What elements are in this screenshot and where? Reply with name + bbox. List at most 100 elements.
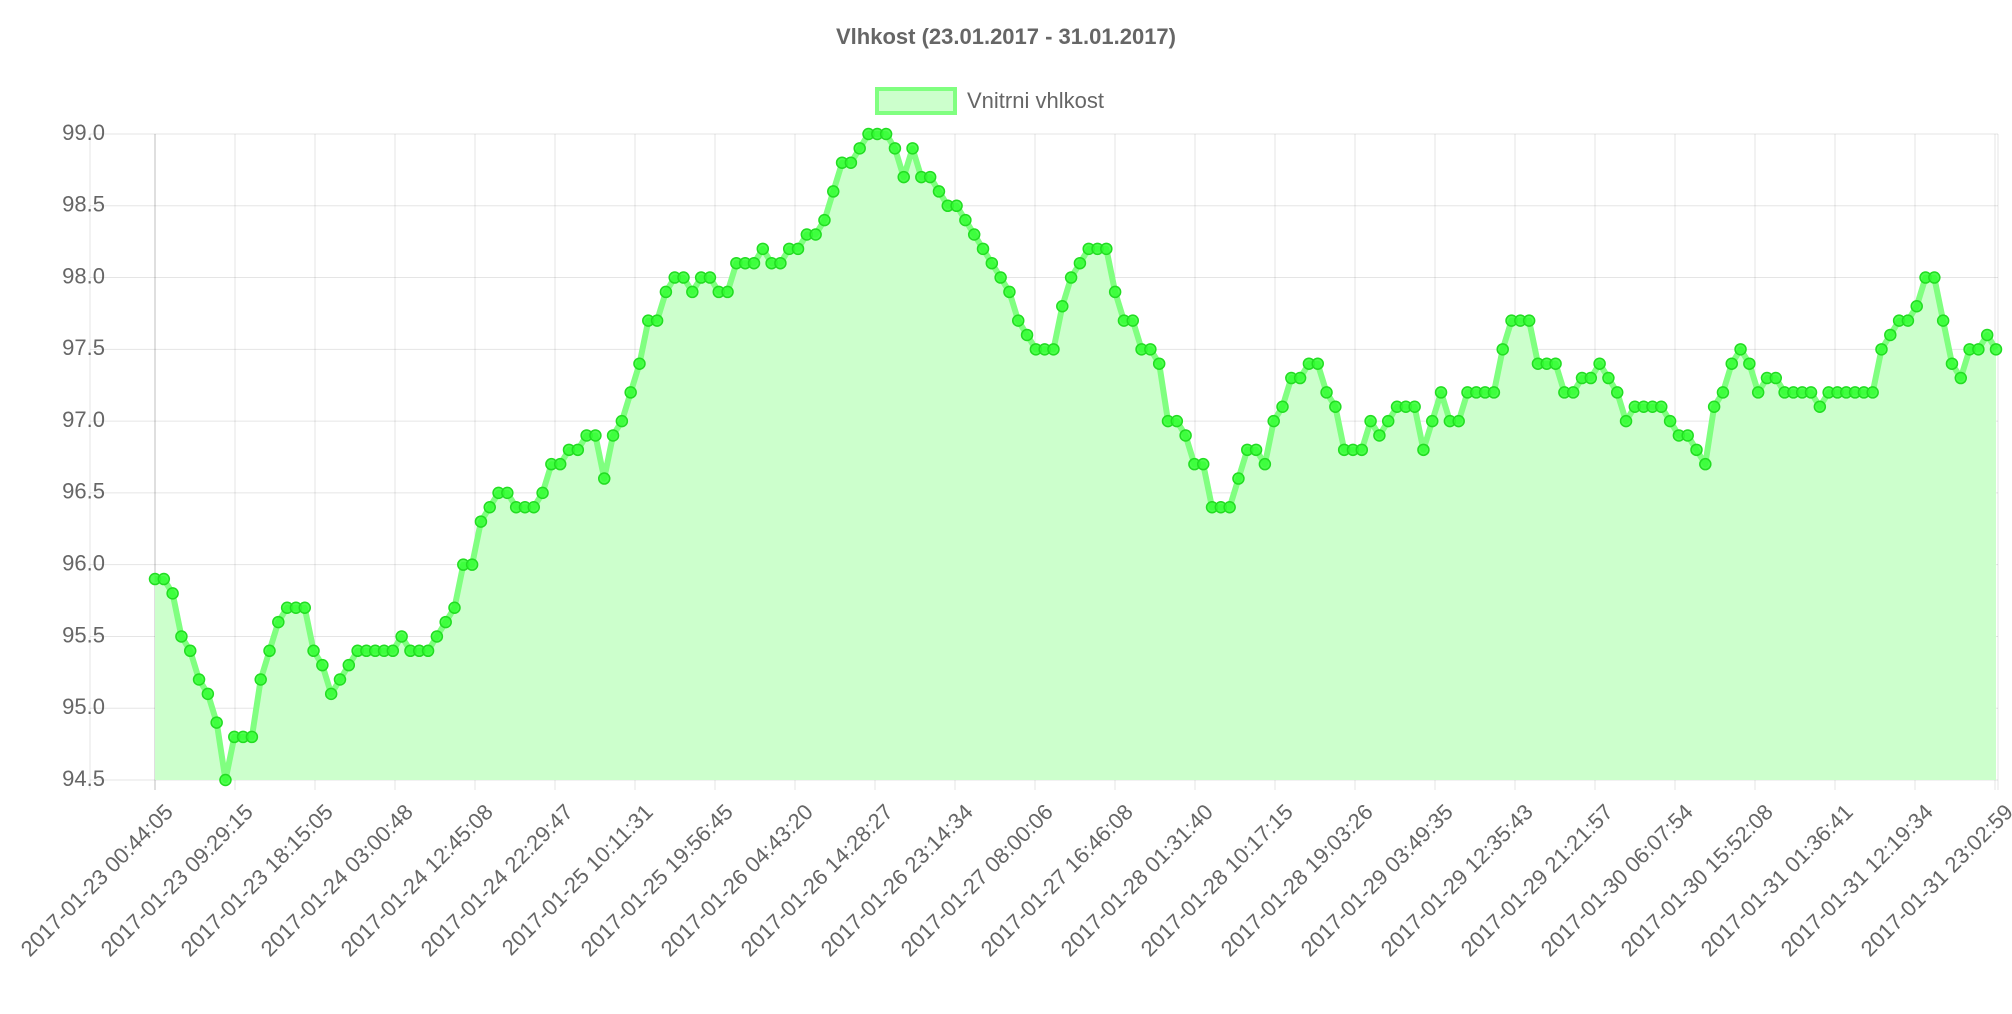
- data-point[interactable]: [950, 199, 963, 213]
- data-point[interactable]: [1901, 314, 1915, 327]
- data-point[interactable]: [333, 673, 347, 686]
- data-point[interactable]: [1373, 429, 1386, 442]
- data-point[interactable]: [430, 630, 444, 643]
- data-point[interactable]: [827, 185, 840, 198]
- data-point[interactable]: [501, 486, 514, 500]
- data-point[interactable]: [853, 142, 866, 155]
- data-point[interactable]: [307, 644, 320, 658]
- data-point[interactable]: [571, 443, 585, 457]
- data-point[interactable]: [1223, 500, 1236, 514]
- data-point[interactable]: [879, 127, 893, 141]
- data-point[interactable]: [553, 457, 567, 471]
- data-point[interactable]: [1408, 400, 1421, 414]
- data-point[interactable]: [897, 170, 910, 184]
- data-point[interactable]: [219, 773, 232, 787]
- data-point[interactable]: [1690, 443, 1703, 457]
- data-point[interactable]: [1267, 414, 1280, 428]
- data-point[interactable]: [1249, 443, 1263, 457]
- data-point[interactable]: [1452, 414, 1465, 428]
- data-point[interactable]: [1734, 343, 1747, 356]
- data-point[interactable]: [606, 429, 620, 442]
- data-point[interactable]: [1549, 357, 1562, 370]
- data-point[interactable]: [818, 213, 831, 227]
- data-point[interactable]: [1276, 400, 1289, 414]
- data-point[interactable]: [624, 386, 637, 399]
- data-point[interactable]: [1945, 357, 1959, 370]
- data-point[interactable]: [1170, 414, 1184, 428]
- data-point[interactable]: [1936, 314, 1950, 327]
- data-point[interactable]: [395, 630, 408, 643]
- data-point[interactable]: [342, 658, 356, 672]
- data-point[interactable]: [1566, 386, 1580, 399]
- data-point[interactable]: [1417, 443, 1430, 457]
- data-point[interactable]: [1875, 343, 1888, 356]
- data-point[interactable]: [633, 357, 646, 370]
- data-point[interactable]: [932, 185, 946, 198]
- data-point[interactable]: [272, 615, 285, 629]
- data-point[interactable]: [483, 500, 496, 514]
- data-point[interactable]: [1584, 371, 1598, 385]
- data-point[interactable]: [1152, 357, 1166, 370]
- data-point[interactable]: [1329, 400, 1342, 414]
- data-point[interactable]: [1884, 328, 1897, 342]
- data-point[interactable]: [888, 142, 902, 155]
- data-point[interactable]: [1293, 371, 1307, 385]
- data-point[interactable]: [1020, 328, 1034, 342]
- data-point[interactable]: [589, 429, 602, 442]
- data-point[interactable]: [1610, 386, 1624, 399]
- data-point[interactable]: [1144, 343, 1157, 356]
- data-point[interactable]: [448, 601, 461, 614]
- data-point[interactable]: [1707, 400, 1721, 414]
- data-point[interactable]: [1434, 386, 1448, 399]
- data-point[interactable]: [324, 687, 338, 701]
- data-point[interactable]: [1311, 357, 1324, 370]
- data-point[interactable]: [316, 658, 329, 672]
- data-point[interactable]: [1179, 429, 1192, 442]
- data-point[interactable]: [1320, 386, 1333, 399]
- data-point[interactable]: [967, 228, 981, 241]
- data-point[interactable]: [1619, 414, 1633, 428]
- data-point[interactable]: [157, 572, 171, 586]
- data-point[interactable]: [1743, 357, 1756, 370]
- data-point[interactable]: [615, 414, 629, 428]
- data-point[interactable]: [527, 500, 541, 514]
- data-point[interactable]: [1073, 256, 1087, 270]
- data-point[interactable]: [183, 644, 197, 658]
- data-point[interactable]: [474, 515, 488, 528]
- data-point[interactable]: [1425, 414, 1439, 428]
- data-point[interactable]: [1487, 386, 1501, 399]
- data-point[interactable]: [1258, 457, 1272, 471]
- data-point[interactable]: [536, 486, 549, 500]
- data-point[interactable]: [1716, 386, 1730, 399]
- data-point[interactable]: [1813, 400, 1827, 414]
- data-point[interactable]: [1355, 443, 1369, 457]
- data-point[interactable]: [686, 285, 699, 299]
- data-point[interactable]: [1364, 414, 1377, 428]
- data-point[interactable]: [1056, 300, 1069, 313]
- data-point[interactable]: [1126, 314, 1140, 327]
- data-point[interactable]: [1725, 357, 1738, 370]
- data-point[interactable]: [1910, 300, 1923, 313]
- data-point[interactable]: [597, 472, 611, 485]
- data-point[interactable]: [1011, 314, 1025, 327]
- data-point[interactable]: [1954, 371, 1968, 385]
- data-point[interactable]: [1663, 414, 1677, 428]
- data-point[interactable]: [1681, 429, 1694, 442]
- data-point[interactable]: [791, 242, 805, 256]
- data-point[interactable]: [298, 601, 311, 614]
- data-point[interactable]: [756, 242, 770, 256]
- data-point[interactable]: [192, 673, 206, 686]
- data-point[interactable]: [439, 615, 452, 629]
- data-point[interactable]: [210, 716, 223, 729]
- data-point[interactable]: [650, 314, 664, 327]
- data-point[interactable]: [1928, 271, 1941, 284]
- data-point[interactable]: [245, 730, 259, 744]
- data-point[interactable]: [959, 213, 972, 227]
- data-point[interactable]: [994, 271, 1007, 284]
- data-point[interactable]: [1064, 271, 1078, 284]
- data-point[interactable]: [1769, 371, 1783, 385]
- data-point[interactable]: [254, 673, 267, 686]
- data-point[interactable]: [906, 142, 919, 155]
- legend[interactable]: Vnitrni vhlkost: [875, 87, 1104, 115]
- data-point[interactable]: [1699, 457, 1712, 471]
